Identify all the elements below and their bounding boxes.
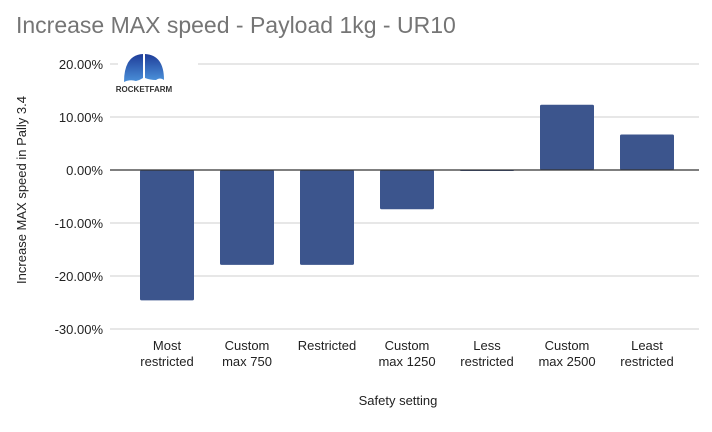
- y-tick-label: 20.00%: [59, 57, 104, 72]
- x-tick-label: restricted: [620, 354, 673, 369]
- bar: [220, 170, 274, 265]
- y-axis-label: Increase MAX speed in Pally 3.4: [14, 96, 29, 284]
- x-tick-label: restricted: [140, 354, 193, 369]
- x-tick-label: restricted: [460, 354, 513, 369]
- x-tick-label: Custom: [545, 338, 590, 353]
- y-tick-labels: 20.00% 10.00% 0.00% -10.00% -20.00% -30.00%: [55, 57, 104, 337]
- x-tick-label: max 2500: [538, 354, 595, 369]
- bar: [540, 104, 594, 170]
- y-tick-label: -10.00%: [55, 216, 104, 231]
- logo-text: ROCKETFARM: [116, 85, 173, 94]
- y-tick-label: 0.00%: [66, 163, 103, 178]
- bar: [380, 170, 434, 210]
- x-axis-label: Safety setting: [359, 393, 438, 408]
- x-tick-label: Custom: [385, 338, 430, 353]
- x-tick-label: max 1250: [378, 354, 435, 369]
- x-tick-label: max 750: [222, 354, 272, 369]
- bars: [140, 104, 674, 301]
- x-tick-label: Least: [631, 338, 663, 353]
- x-tick-label: Custom: [225, 338, 270, 353]
- y-tick-label: 10.00%: [59, 110, 104, 125]
- bar: [300, 170, 354, 265]
- x-tick-label: Less: [473, 338, 501, 353]
- bar: [620, 134, 674, 170]
- y-tick-label: -20.00%: [55, 269, 104, 284]
- x-tick-label: Restricted: [298, 338, 357, 353]
- x-tick-label: Most: [153, 338, 182, 353]
- rocketfarm-logo: ROCKETFARM: [116, 52, 198, 96]
- bar: [140, 170, 194, 301]
- chart-title: Increase MAX speed - Payload 1kg - UR10: [16, 12, 456, 38]
- y-tick-label: -30.00%: [55, 322, 104, 337]
